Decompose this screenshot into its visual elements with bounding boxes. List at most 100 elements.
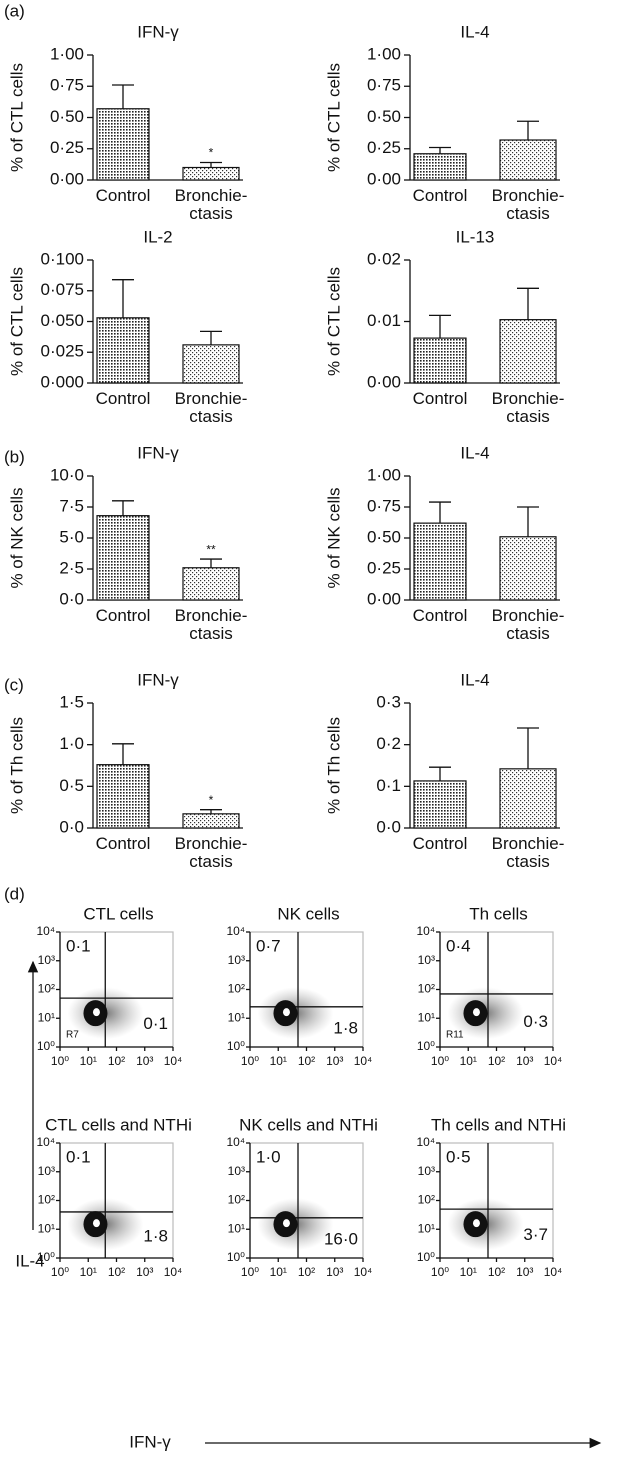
quadrant-value: 0·1 [143,1014,168,1033]
x-tick-label: 10³ [136,1265,153,1279]
x-tick-label: Control [96,606,151,625]
x-tick-label: 10⁰ [241,1265,259,1279]
significance-label: * [209,146,214,160]
y-tick-label: 10² [418,1193,435,1207]
y-tick-label: 0·75 [50,76,84,95]
x-tick-label: 10¹ [270,1265,287,1279]
x-tick-label: Bronchie-ctasis [492,834,565,871]
quadrant-value: 1·8 [143,1226,168,1245]
y-axis-label: % of CTL cells [7,267,26,376]
y-tick-label: 0·75 [367,76,401,95]
y-tick-label: 1·00 [367,465,401,484]
y-tick-label: 10⁴ [36,924,55,938]
event-core [473,1008,480,1016]
x-tick-label: Bronchie-ctasis [492,186,565,223]
panel-label: (b) [4,447,25,466]
y-tick-label: 1·0 [59,734,84,753]
y-tick-label: 10³ [418,1164,435,1178]
y-tick-label: 2·5 [59,558,84,577]
y-tick-label: 0·00 [367,169,401,188]
y-tick-label: 0·50 [50,107,84,126]
error-bar [200,163,222,168]
event-core [93,1008,100,1016]
bar [97,109,149,180]
x-tick-label: Control [413,834,468,853]
x-tick-label: 10¹ [80,1054,97,1068]
y-tick-label: 0·0 [376,817,401,836]
x-tick-label: 10¹ [80,1265,97,1279]
y-tick-label: 0·000 [41,372,84,391]
x-tick-label: 10² [108,1054,125,1068]
y-tick-label: 10³ [38,953,55,967]
y-tick-label: 10¹ [228,1010,245,1024]
y-tick-label: 10⁴ [36,1135,55,1149]
y-tick-label: 0·0 [59,589,84,608]
y-tick-label: 0·01 [367,311,401,330]
error-bar [517,507,539,537]
x-tick-label: Bronchie-ctasis [492,389,565,426]
y-tick-label: 0·3 [376,692,401,711]
x-tick-label: Bronchie-ctasis [175,186,248,223]
x-tick-label: 10⁴ [544,1265,563,1279]
chart-title: NK cells and NTHi [239,1115,378,1134]
y-tick-label: 10³ [38,1164,55,1178]
x-tick-label: Control [413,389,468,408]
y-tick-label: 0·00 [367,372,401,391]
x-tick-label: 10³ [516,1265,533,1279]
y-tick-label: 0·025 [41,342,84,361]
y-tick-label: 10² [418,982,435,996]
y-tick-label: 10² [228,982,245,996]
bar [500,769,556,828]
y-tick-label: 0·02 [367,249,401,268]
x-tick-label: Bronchie-ctasis [175,834,248,871]
x-tick-label: 10² [108,1265,125,1279]
y-tick-label: 10⁰ [417,1039,435,1053]
x-tick-label: 10⁰ [431,1265,449,1279]
error-bar [200,810,222,814]
quadrant-value: 0·1 [66,1147,91,1166]
bar [97,318,149,383]
y-tick-label: 10² [228,1193,245,1207]
panel-label: (d) [4,884,25,903]
chart-title: IL-2 [143,227,172,246]
gate-label: R7 [66,1030,79,1041]
bar [414,338,466,383]
y-tick-label: 0·25 [367,558,401,577]
y-tick-label: 0·5 [59,776,84,795]
chart-title: IL-4 [460,443,489,462]
y-tick-label: 10¹ [418,1010,435,1024]
y-tick-label: 0·100 [41,249,84,268]
y-tick-label: 1·00 [50,44,84,63]
y-tick-label: 10³ [228,953,245,967]
y-tick-label: 10⁴ [226,1135,245,1149]
y-axis-label: % of Th cells [324,717,343,814]
quadrant-value: 0·4 [446,936,471,955]
y-tick-label: 10¹ [38,1010,55,1024]
y-tick-label: 0·075 [41,280,84,299]
significance-label: ** [206,542,216,556]
y-tick-label: 10⁰ [37,1250,55,1264]
y-tick-label: 1·00 [367,44,401,63]
panel-label: (c) [4,675,24,694]
x-tick-label: 10⁰ [431,1054,449,1068]
event-core [283,1008,290,1016]
bar [183,814,239,828]
quadrant-value: 0·7 [256,936,281,955]
y-tick-label: 10⁴ [416,1135,435,1149]
error-bar [112,744,134,765]
y-axis-label: % of CTL cells [324,267,343,376]
x-tick-label: Control [413,186,468,205]
event-core [473,1219,480,1227]
error-bar [112,501,134,516]
x-tick-label: 10⁰ [241,1054,259,1068]
x-tick-label: 10⁴ [354,1054,373,1068]
bar [500,140,556,180]
error-bar [429,148,451,154]
y-tick-label: 10³ [418,953,435,967]
x-tick-label: 10² [488,1054,505,1068]
y-tick-label: 10² [38,982,55,996]
quadrant-value: 0·1 [66,936,91,955]
y-tick-label: 0·50 [367,107,401,126]
x-tick-label: 10⁴ [544,1054,563,1068]
chart-title: IFN-γ [137,22,179,41]
